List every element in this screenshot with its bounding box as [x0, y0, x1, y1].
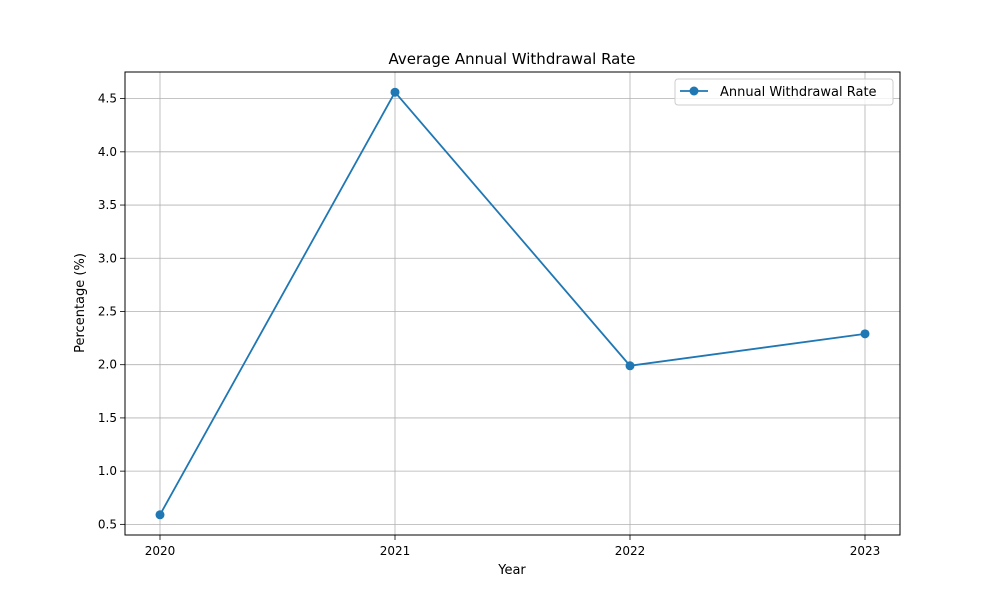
legend-box — [674, 78, 894, 106]
y-tick-label: 3.5 — [98, 198, 117, 212]
grid-lines — [125, 72, 900, 535]
y-tick-label: 4.5 — [98, 92, 117, 106]
y-tick-label: 4.0 — [98, 145, 117, 159]
y-axis-label: Percentage (%) — [73, 253, 88, 353]
y-tick-label: 3.0 — [98, 251, 117, 265]
data-point — [860, 329, 870, 339]
legend-label: Annual Withdrawal Rate — [720, 85, 877, 100]
data-point — [625, 361, 635, 371]
x-tick-label: 2021 — [380, 544, 411, 558]
y-axis-ticks: 0.5 1.0 1.5 2.0 2.5 3.0 3.5 4.0 4.5 — [98, 92, 125, 531]
x-tick-label: 2020 — [145, 544, 176, 558]
series-line — [159, 90, 866, 516]
x-tick-label: 2022 — [615, 544, 646, 558]
y-tick-label: 0.5 — [98, 517, 117, 531]
legend-marker-swatch — [689, 86, 699, 96]
chart-title: Average Annual Withdrawal Rate — [388, 50, 635, 68]
data-point — [155, 510, 165, 520]
plot-area-frame — [124, 71, 901, 536]
x-tick-label: 2023 — [850, 544, 881, 558]
y-tick-label: 1.0 — [98, 464, 117, 478]
y-tick-label: 1.5 — [98, 411, 117, 425]
data-point — [390, 87, 400, 97]
series-layer — [155, 87, 870, 520]
x-axis-label: Year — [497, 563, 526, 578]
y-tick-label: 2.5 — [98, 304, 117, 318]
legend: Annual Withdrawal Rate — [674, 78, 894, 106]
x-axis-ticks: 2020 2021 2022 2023 — [145, 535, 881, 558]
y-tick-label: 2.0 — [98, 358, 117, 372]
